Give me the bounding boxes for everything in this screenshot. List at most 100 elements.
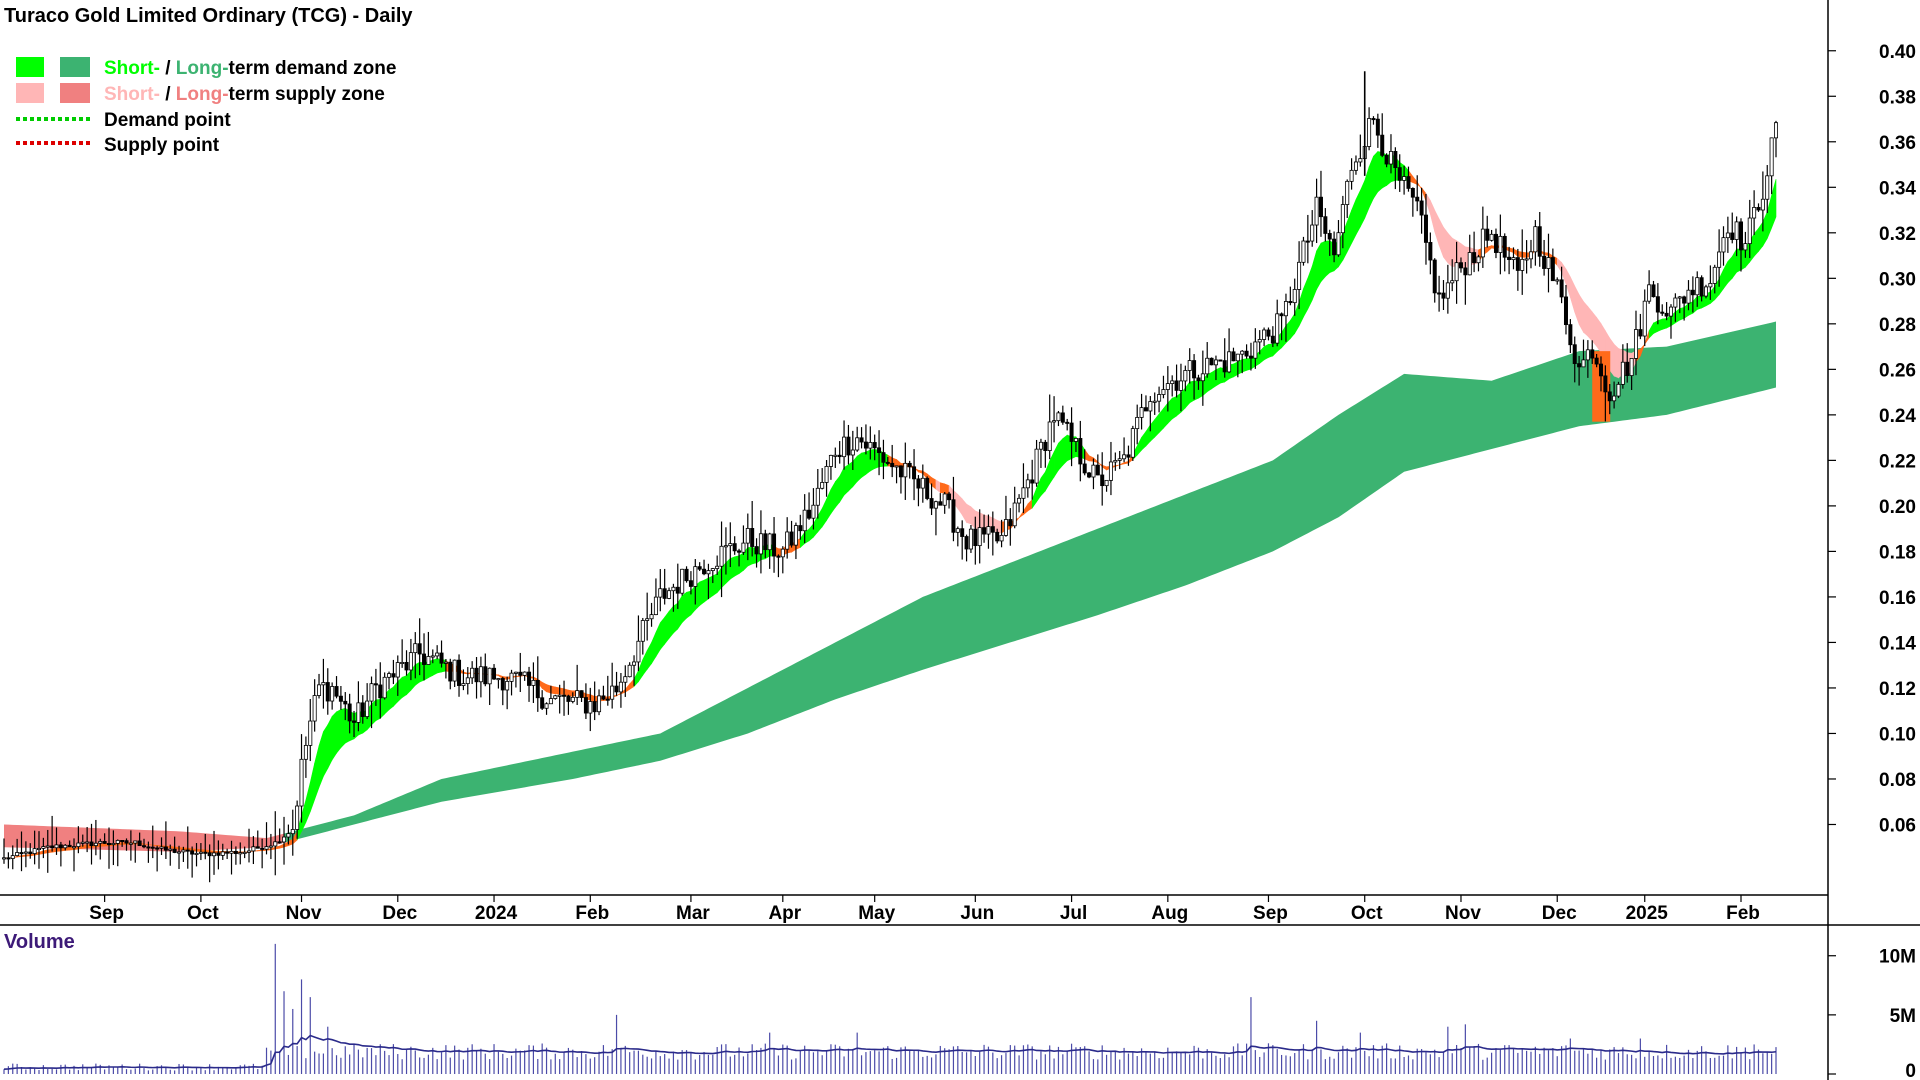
candle-body <box>588 701 593 714</box>
short-term-zone-segment <box>738 552 744 575</box>
short-term-zone-segment <box>1596 316 1602 354</box>
candle-body <box>1218 359 1223 362</box>
candle-body <box>1104 479 1109 487</box>
candle-body <box>627 664 632 678</box>
short-term-zone-segment <box>559 687 565 695</box>
short-term-zone-segment <box>1211 369 1217 390</box>
candle-body <box>557 694 562 697</box>
candle-body <box>916 478 921 489</box>
short-term-zone-segment <box>1049 451 1055 485</box>
candle-body <box>1712 266 1717 284</box>
candle-body <box>1415 196 1420 202</box>
candle-body <box>229 850 234 854</box>
short-term-zone-segment <box>43 849 49 854</box>
short-term-zone-segment <box>848 460 854 492</box>
candle-body <box>618 681 623 693</box>
candle-body <box>435 652 440 657</box>
short-term-zone-segment <box>257 849 263 852</box>
short-term-zone-segment <box>1045 460 1050 492</box>
short-term-zone-segment <box>1031 488 1037 509</box>
candle-body <box>955 528 960 533</box>
short-term-zone-segment <box>664 610 670 645</box>
candle-body <box>369 683 374 702</box>
candle-body <box>964 536 969 550</box>
short-term-zone-segment <box>1259 345 1265 365</box>
candle-body <box>1248 355 1253 359</box>
candle-body <box>286 833 291 838</box>
candle-body <box>146 846 151 849</box>
candle-body <box>1603 375 1608 393</box>
short-term-zone-segment <box>1443 226 1449 264</box>
short-term-zone-segment <box>1303 277 1309 318</box>
candle-body <box>41 846 46 849</box>
time-tick-label: Mar <box>676 903 710 924</box>
short-term-zone-segment <box>813 514 819 538</box>
candle-body <box>93 842 98 846</box>
short-term-zone-segment <box>432 658 438 676</box>
candle-body <box>798 525 803 532</box>
candle-body <box>443 661 448 664</box>
short-term-zone-segment <box>541 681 547 693</box>
short-term-zone-segment <box>659 616 665 651</box>
candle-body <box>1677 296 1682 299</box>
candle-body <box>1043 441 1048 451</box>
candle-body <box>1524 258 1529 261</box>
candle-body <box>758 533 763 555</box>
candle-body <box>474 667 479 683</box>
legend-supply-long: Long- <box>176 84 229 105</box>
candle-body <box>601 695 606 700</box>
candle-body <box>1340 204 1345 234</box>
short-term-zone-segment <box>388 686 394 711</box>
volume-tick-label: 0 <box>1905 1061 1916 1080</box>
candle-body <box>1240 350 1245 355</box>
volume-average-line <box>3 1034 1777 1071</box>
candle-body <box>505 681 510 691</box>
time-tick-label: Jun <box>960 903 994 924</box>
price-tick-label: 0.10 <box>1879 724 1916 745</box>
candle-body <box>194 852 199 855</box>
candle-body <box>697 566 702 570</box>
candle-body <box>1384 154 1389 165</box>
short-term-zone-segment <box>1241 358 1247 373</box>
candle-body <box>1502 235 1507 258</box>
short-term-zone-segment <box>1438 218 1444 258</box>
short-term-zone-segment <box>1311 250 1317 301</box>
candle-body <box>1533 226 1538 253</box>
short-term-zone-segment <box>870 449 875 472</box>
candle-body <box>986 526 991 535</box>
candle-body <box>1056 412 1061 422</box>
candle-body <box>303 745 308 760</box>
candle-body <box>102 841 107 844</box>
short-term-zone-segment <box>314 745 320 800</box>
short-term-zone-segment <box>804 528 810 545</box>
short-term-zone-segment <box>1058 437 1064 472</box>
short-term-zone-segment <box>1771 179 1777 229</box>
candle-body <box>1410 188 1415 198</box>
candle-body <box>1244 350 1249 357</box>
candle-body <box>461 683 466 686</box>
candle-body <box>1445 282 1450 299</box>
candle-body <box>1358 158 1363 163</box>
short-term-zone-segment <box>568 689 574 697</box>
short-term-zone-segment <box>935 479 941 494</box>
candle-body <box>1695 277 1700 296</box>
short-term-zone-segment <box>1027 498 1033 512</box>
short-term-zone-segment <box>183 847 189 851</box>
candle-body <box>1314 196 1319 226</box>
short-term-zone-segment <box>82 844 88 849</box>
candle-body <box>850 449 855 456</box>
candle-body <box>960 528 965 537</box>
candle-body <box>1752 207 1757 219</box>
short-term-zone-segment <box>1193 380 1199 401</box>
short-term-zone-segment <box>651 632 657 665</box>
candle-body <box>544 703 549 709</box>
short-term-zone-segment <box>808 522 814 542</box>
short-term-zone-segment <box>38 850 44 855</box>
short-term-zone-segment <box>1294 302 1300 335</box>
short-term-zone-segment <box>918 469 924 474</box>
candle-body <box>1690 289 1695 296</box>
time-tick-label: Dec <box>382 903 417 924</box>
candle-body <box>1489 233 1494 241</box>
short-term-zone-segment <box>979 512 985 531</box>
